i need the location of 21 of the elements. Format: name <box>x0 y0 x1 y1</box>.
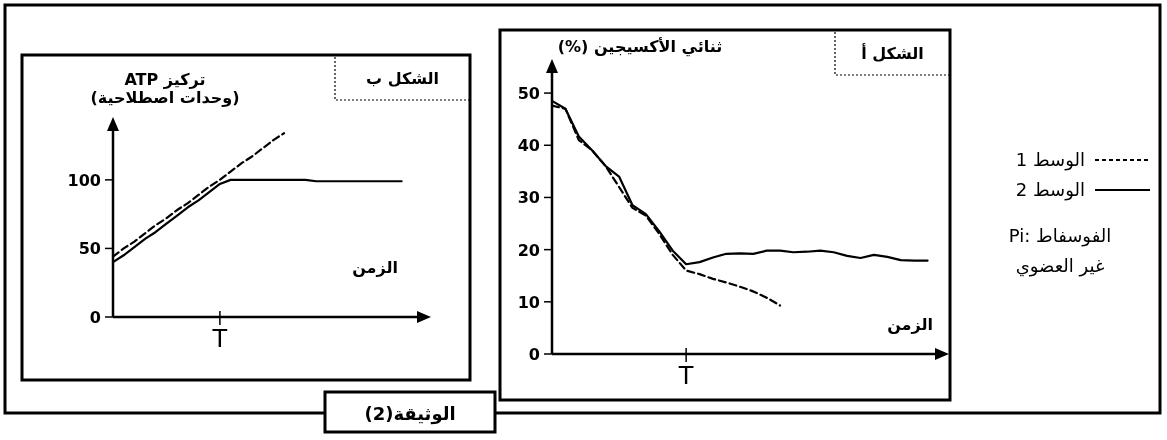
x-tick-label: T <box>211 325 228 353</box>
y-tick-label: 0 <box>89 308 101 327</box>
x-axis-title: الزمن <box>887 315 933 334</box>
x-axis-title: الزمن <box>352 258 398 277</box>
y-tick-label: 0 <box>528 345 540 364</box>
y-tick-label: 20 <box>517 240 540 260</box>
x-tick-label: T <box>677 362 694 390</box>
y-axis-title: تركيز ATP (وحدات اصطلاحية) <box>90 70 240 107</box>
chart-title: الشكل ب <box>365 68 440 88</box>
y-tick-label: 40 <box>517 136 540 156</box>
chart-title: الشكل أ <box>861 42 924 63</box>
text: الوثيقة(2) <box>364 403 456 425</box>
y-tick-label: 50 <box>517 84 540 104</box>
legend-label: الوسط 2 <box>1015 179 1085 201</box>
y-axis-title: ثنائي الأكسيجين (%) <box>557 37 723 57</box>
legend-label: الوسط 1 <box>1015 149 1085 171</box>
y-tick-label: 10 <box>517 292 540 312</box>
y-tick-label: 50 <box>78 239 101 259</box>
text: Pi: الفوسفاط غير العضوي <box>1008 225 1112 277</box>
y-tick-label: 30 <box>517 188 540 208</box>
y-tick-label: 100 <box>67 170 101 190</box>
